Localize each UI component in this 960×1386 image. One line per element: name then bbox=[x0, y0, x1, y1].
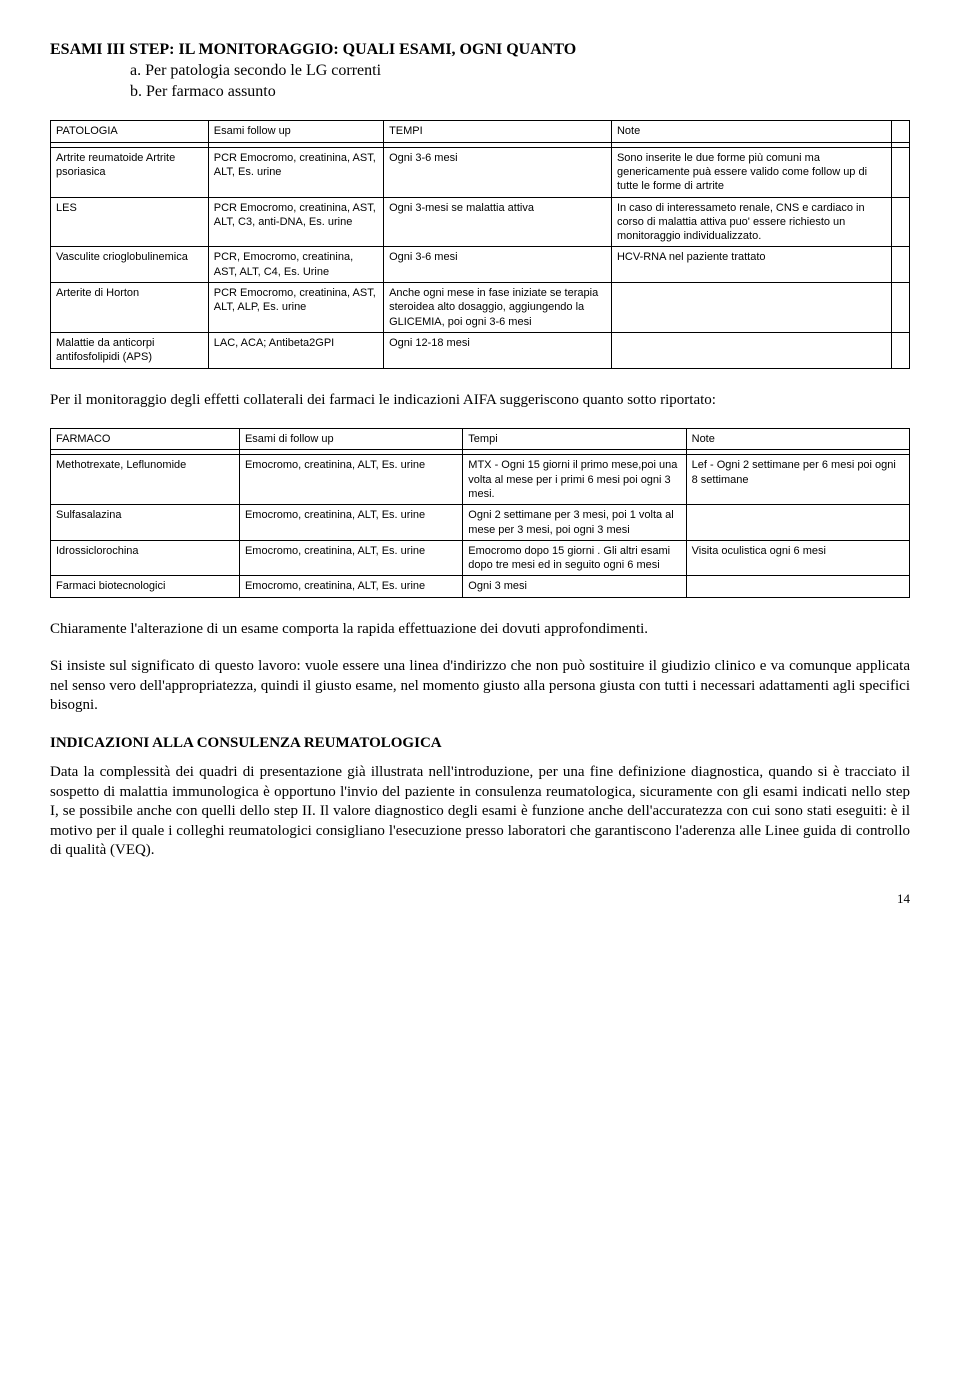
table-row: LES PCR Emocromo, creatinina, AST, ALT, … bbox=[51, 197, 910, 247]
cell: Ogni 3-mesi se malattia attiva bbox=[384, 197, 612, 247]
th-esami: Esami follow up bbox=[208, 121, 383, 142]
cell bbox=[686, 576, 909, 597]
paragraph-1: Chiaramente l'alterazione di un esame co… bbox=[50, 620, 910, 640]
subtitle-b: b. Per farmaco assunto bbox=[130, 82, 910, 103]
cell: Artrite reumatoide Artrite psoriasica bbox=[51, 147, 209, 197]
th-tempi: TEMPI bbox=[384, 121, 612, 142]
cell: Methotrexate, Leflunomide bbox=[51, 455, 240, 505]
th-tempi: Tempi bbox=[463, 429, 686, 450]
cell: Emocromo, creatinina, ALT, Es. urine bbox=[239, 455, 462, 505]
cell: PCR, Emocromo, creatinina, AST, ALT, C4,… bbox=[208, 247, 383, 283]
cell: PCR Emocromo, creatinina, AST, ALT, ALP,… bbox=[208, 283, 383, 333]
cell: Emocromo, creatinina, ALT, Es. urine bbox=[239, 540, 462, 576]
th-esami: Esami di follow up bbox=[239, 429, 462, 450]
cell: Malattie da anticorpi antifosfolipidi (A… bbox=[51, 332, 209, 368]
cell: Ogni 3-6 mesi bbox=[384, 147, 612, 197]
th-note: Note bbox=[686, 429, 909, 450]
page-title: ESAMI III STEP: IL MONITORAGGIO: QUALI E… bbox=[50, 40, 910, 61]
paragraph-3: Data la complessità dei quadri di presen… bbox=[50, 763, 910, 861]
cell: Sulfasalazina bbox=[51, 505, 240, 541]
mid-paragraph: Per il monitoraggio degli effetti collat… bbox=[50, 391, 910, 411]
cell: PCR Emocromo, creatinina, AST, ALT, Es. … bbox=[208, 147, 383, 197]
cell: Lef - Ogni 2 settimane per 6 mesi poi og… bbox=[686, 455, 909, 505]
cell: Ogni 3-6 mesi bbox=[384, 247, 612, 283]
table-row: Sulfasalazina Emocromo, creatinina, ALT,… bbox=[51, 505, 910, 541]
th-patologia: PATOLOGIA bbox=[51, 121, 209, 142]
cell: PCR Emocromo, creatinina, AST, ALT, C3, … bbox=[208, 197, 383, 247]
cell: MTX - Ogni 15 giorni il primo mese,poi u… bbox=[463, 455, 686, 505]
cell: Farmaci biotecnologici bbox=[51, 576, 240, 597]
cell: Vasculite crioglobulinemica bbox=[51, 247, 209, 283]
subtitle-a: a. Per patologia secondo le LG correnti bbox=[130, 61, 910, 82]
cell bbox=[892, 247, 910, 283]
cell: Arterite di Horton bbox=[51, 283, 209, 333]
cell bbox=[892, 147, 910, 197]
cell bbox=[611, 283, 891, 333]
cell: Ogni 3 mesi bbox=[463, 576, 686, 597]
table-patologia: PATOLOGIA Esami follow up TEMPI Note Art… bbox=[50, 120, 910, 368]
cell: In caso di interessameto renale, CNS e c… bbox=[611, 197, 891, 247]
cell: LAC, ACA; Antibeta2GPI bbox=[208, 332, 383, 368]
cell: Ogni 2 settimane per 3 mesi, poi 1 volta… bbox=[463, 505, 686, 541]
cell: Sono inserite le due forme più comuni ma… bbox=[611, 147, 891, 197]
th-note: Note bbox=[611, 121, 891, 142]
cell: LES bbox=[51, 197, 209, 247]
table-row: Farmaci biotecnologici Emocromo, creatin… bbox=[51, 576, 910, 597]
cell bbox=[892, 283, 910, 333]
cell: HCV-RNA nel paziente trattato bbox=[611, 247, 891, 283]
title-block: ESAMI III STEP: IL MONITORAGGIO: QUALI E… bbox=[50, 40, 910, 102]
table-header-row: PATOLOGIA Esami follow up TEMPI Note bbox=[51, 121, 910, 142]
cell: Idrossiclorochina bbox=[51, 540, 240, 576]
table-row: Idrossiclorochina Emocromo, creatinina, … bbox=[51, 540, 910, 576]
table-row: Artrite reumatoide Artrite psoriasica PC… bbox=[51, 147, 910, 197]
cell bbox=[686, 505, 909, 541]
th-farmaco: FARMACO bbox=[51, 429, 240, 450]
cell: Visita oculistica ogni 6 mesi bbox=[686, 540, 909, 576]
table-header-row: FARMACO Esami di follow up Tempi Note bbox=[51, 429, 910, 450]
paragraph-2: Si insiste sul significato di questo lav… bbox=[50, 657, 910, 716]
cell bbox=[611, 332, 891, 368]
table-row: Vasculite crioglobulinemica PCR, Emocrom… bbox=[51, 247, 910, 283]
th-blank bbox=[892, 121, 910, 142]
table-row: Methotrexate, Leflunomide Emocromo, crea… bbox=[51, 455, 910, 505]
cell bbox=[892, 332, 910, 368]
cell: Emocromo, creatinina, ALT, Es. urine bbox=[239, 505, 462, 541]
cell: Emocromo dopo 15 giorni . Gli altri esam… bbox=[463, 540, 686, 576]
cell: Anche ogni mese in fase iniziate se tera… bbox=[384, 283, 612, 333]
table-farmaco: FARMACO Esami di follow up Tempi Note Me… bbox=[50, 428, 910, 598]
cell: Emocromo, creatinina, ALT, Es. urine bbox=[239, 576, 462, 597]
cell bbox=[892, 197, 910, 247]
cell: Ogni 12-18 mesi bbox=[384, 332, 612, 368]
table-row: Malattie da anticorpi antifosfolipidi (A… bbox=[51, 332, 910, 368]
section-heading: INDICAZIONI ALLA CONSULENZA REUMATOLOGIC… bbox=[50, 734, 910, 754]
page-number: 14 bbox=[50, 891, 910, 908]
table-row: Arterite di Horton PCR Emocromo, creatin… bbox=[51, 283, 910, 333]
